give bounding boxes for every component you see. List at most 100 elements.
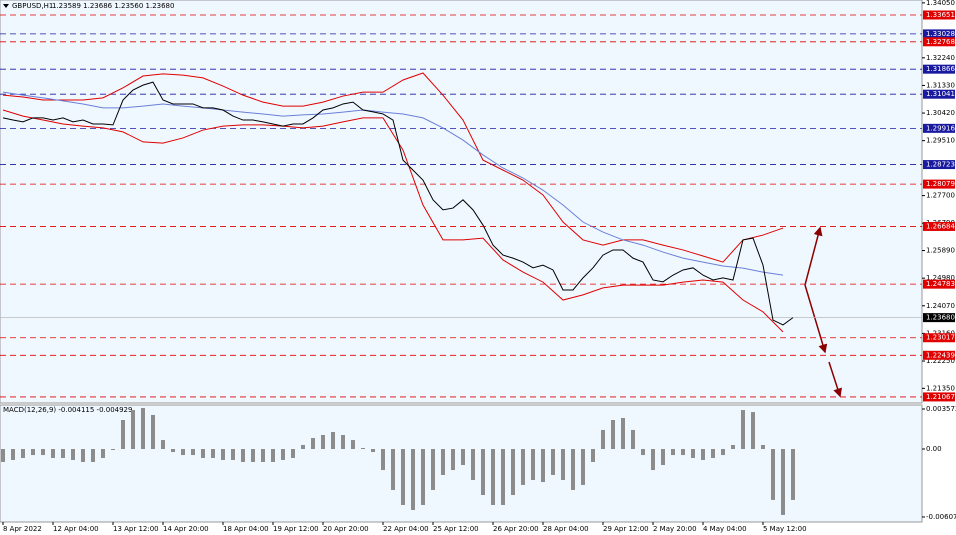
macd-tick-label: 0.003572 bbox=[926, 405, 956, 413]
x-tick-label: 25 Apr 12:00 bbox=[433, 525, 479, 533]
macd-bar bbox=[191, 449, 195, 456]
macd-bar bbox=[321, 435, 325, 450]
y-tick-label: 1.24980 bbox=[926, 274, 955, 282]
y-tick-label: 1.24070 bbox=[926, 302, 955, 310]
y-tick-label: 1.22250 bbox=[926, 357, 955, 365]
macd-bar bbox=[691, 449, 695, 458]
level-label: 1.33651 bbox=[926, 11, 955, 19]
macd-bar bbox=[101, 449, 105, 458]
x-tick-label: 13 Apr 12:00 bbox=[113, 525, 159, 533]
macd-bar bbox=[581, 449, 585, 485]
macd-bar bbox=[261, 449, 265, 462]
macd-bar bbox=[141, 408, 145, 450]
y-tick-label: 1.29510 bbox=[926, 137, 955, 145]
macd-bar bbox=[791, 449, 795, 500]
x-tick-label: 26 Apr 20:00 bbox=[493, 525, 539, 533]
macd-bar bbox=[291, 449, 295, 458]
macd-bar bbox=[231, 449, 235, 460]
macd-bar bbox=[221, 449, 225, 460]
macd-bar bbox=[391, 449, 395, 490]
level-label-box bbox=[923, 10, 955, 20]
macd-bar bbox=[741, 410, 745, 450]
x-tick-label: 22 Apr 04:00 bbox=[383, 525, 429, 533]
x-tick-label: 20 Apr 20:00 bbox=[323, 525, 369, 533]
macd-bar bbox=[1, 449, 5, 462]
indicator-line bbox=[2, 109, 784, 333]
y-tick-label: 1.31330 bbox=[926, 81, 955, 89]
macd-bar bbox=[511, 449, 515, 496]
level-label: 1.31866 bbox=[926, 65, 955, 73]
x-tick-label: 8 Apr 2022 bbox=[3, 525, 42, 533]
macd-bar bbox=[601, 429, 605, 450]
macd-bar bbox=[271, 449, 275, 462]
level-label-box bbox=[923, 221, 955, 231]
macd-bar bbox=[91, 449, 95, 462]
macd-bar bbox=[381, 449, 385, 471]
y-tick-label: 1.30420 bbox=[926, 109, 955, 117]
level-label: 1.33028 bbox=[926, 30, 955, 38]
macd-bar bbox=[411, 449, 415, 511]
macd-bar bbox=[551, 449, 555, 475]
y-tick-label: 1.34050 bbox=[926, 0, 955, 7]
level-label-box bbox=[923, 123, 955, 133]
macd-bar bbox=[481, 449, 485, 496]
macd-bar bbox=[341, 435, 345, 450]
macd-bar bbox=[201, 449, 205, 458]
macd-bar bbox=[451, 449, 455, 471]
macd-bar bbox=[311, 438, 315, 450]
macd-bar bbox=[671, 449, 675, 456]
level-label-box bbox=[923, 350, 955, 360]
level-label: 1.28079 bbox=[926, 180, 955, 188]
macd-bar bbox=[41, 449, 45, 456]
level-label-box bbox=[923, 392, 955, 402]
x-tick-label: 19 Apr 12:00 bbox=[273, 525, 319, 533]
macd-bar bbox=[211, 449, 215, 458]
macd-bar bbox=[571, 449, 575, 490]
macd-bar bbox=[641, 449, 645, 456]
level-label-box bbox=[923, 333, 955, 343]
up-arrow bbox=[804, 226, 823, 286]
level-label: 1.31041 bbox=[926, 90, 955, 98]
macd-bar bbox=[561, 449, 565, 481]
x-tick-label: 29 Apr 12:00 bbox=[603, 525, 649, 533]
y-tick-label: 1.32240 bbox=[926, 54, 955, 62]
price-line bbox=[2, 81, 794, 326]
macd-bar bbox=[721, 449, 725, 456]
level-label: 1.24783 bbox=[926, 280, 955, 288]
macd-bar bbox=[431, 449, 435, 490]
level-label: 1.32768 bbox=[926, 38, 955, 46]
down-arrow bbox=[828, 361, 842, 398]
level-label: 1.21067 bbox=[926, 393, 955, 401]
y-tick-label: 1.27700 bbox=[926, 192, 955, 200]
x-tick-label: 14 Apr 20:00 bbox=[163, 525, 209, 533]
x-tick-label: 2 May 20:00 bbox=[653, 525, 697, 533]
macd-bar bbox=[751, 412, 755, 450]
level-label-box bbox=[923, 279, 955, 289]
level-label-box bbox=[923, 29, 955, 39]
macd-bar bbox=[421, 449, 425, 505]
level-label-box bbox=[923, 160, 955, 170]
x-tick-label: 28 Apr 04:00 bbox=[543, 525, 589, 533]
macd-bar bbox=[681, 449, 685, 456]
macd-bar bbox=[711, 449, 715, 458]
macd-tick-label: -0.006072 bbox=[926, 513, 956, 521]
level-label-box bbox=[923, 313, 955, 323]
x-tick-label: 12 Apr 04:00 bbox=[53, 525, 99, 533]
macd-bar bbox=[491, 449, 495, 505]
indicator-line bbox=[2, 72, 784, 263]
macd-bar bbox=[611, 420, 615, 450]
macd-bar bbox=[51, 449, 55, 458]
level-label: 1.29916 bbox=[926, 124, 955, 132]
macd-bar bbox=[241, 449, 245, 462]
macd-bar bbox=[111, 449, 115, 451]
macd-bar bbox=[471, 449, 475, 481]
macd-bar bbox=[131, 410, 135, 450]
level-label-box bbox=[923, 64, 955, 74]
macd-bar bbox=[171, 449, 175, 453]
macd-bar bbox=[61, 449, 65, 458]
macd-title: MACD(12,26,9) -0.004115 -0.004929 bbox=[3, 406, 132, 414]
ohlc-text: 1.23589 1.23686 1.23560 1.23680 bbox=[52, 2, 174, 10]
